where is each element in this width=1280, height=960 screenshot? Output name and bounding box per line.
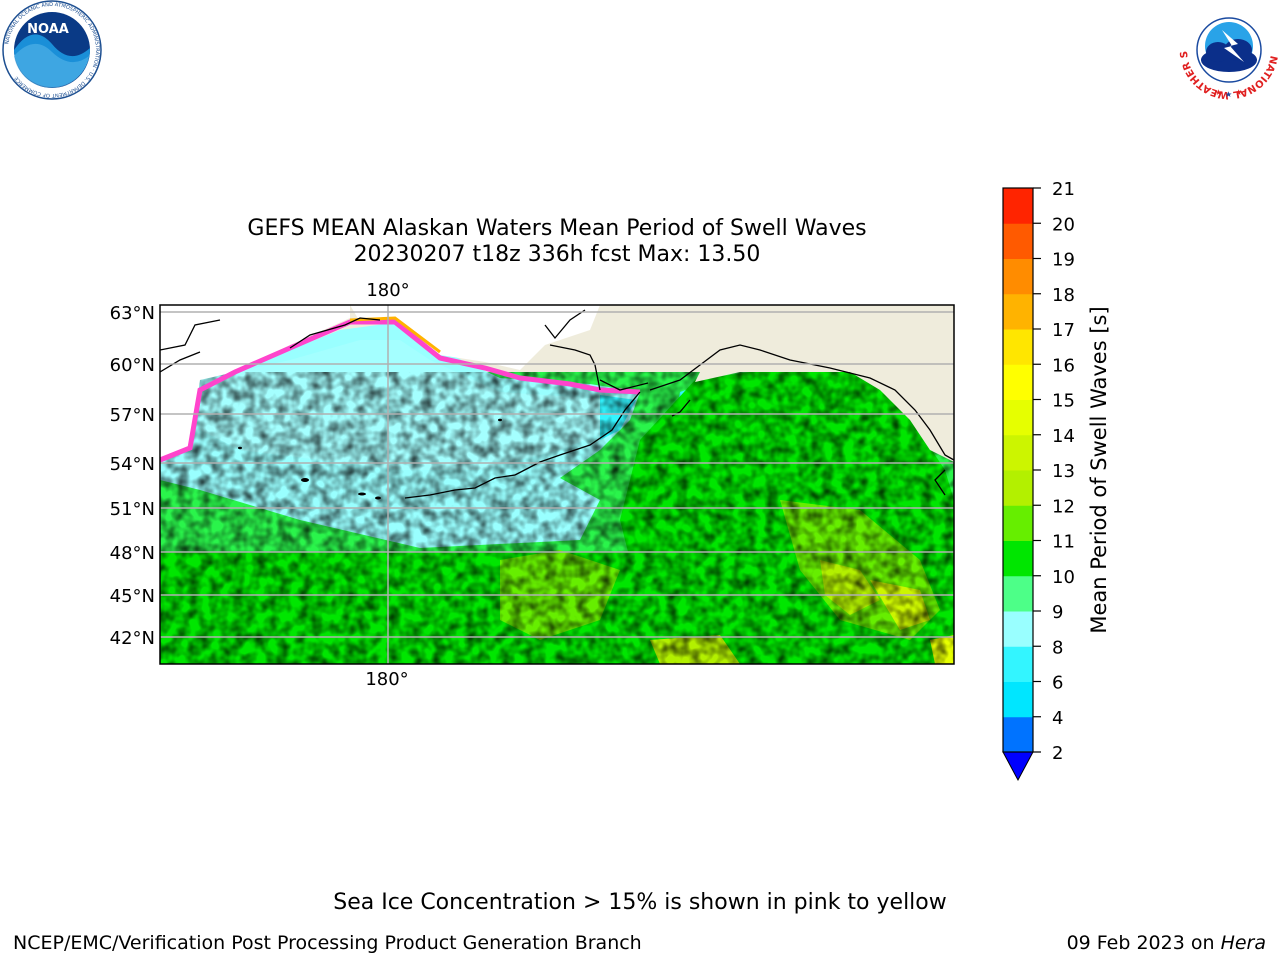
colorbar-cell (1003, 434, 1033, 471)
aleutian-islands (238, 418, 502, 500)
lat-label-45n: 45°N (110, 586, 155, 607)
colorbar-ticks: 2 4 6 8 9 10 11 12 13 14 15 16 17 18 19 20 21 (1033, 180, 1075, 764)
colorbar-tick-label: 6 (1052, 673, 1063, 694)
colorbar-cell (1003, 188, 1033, 224)
alaska-land (600, 305, 954, 375)
colorbar-cell (1003, 646, 1033, 682)
chart-title-line-2: 20230207 t18z 336h fcst Max: 13.50 (353, 242, 761, 267)
lon-label-bottom: 180° (365, 669, 408, 690)
colorbar: 2 4 6 8 9 10 11 12 13 14 15 16 17 18 19 20 21 Mean Perio… (1002, 180, 1111, 782)
colorbar-cells (1003, 188, 1033, 753)
sea-ice-edge (160, 319, 641, 463)
map-frame (159, 304, 955, 665)
colorbar-cell (1003, 681, 1033, 718)
lon-label-top: 180° (366, 280, 409, 301)
lat-label-42n: 42°N (110, 628, 155, 649)
colorbar-cell (1003, 293, 1033, 330)
colorbar-cell (1003, 716, 1033, 753)
footer-date: 09 Feb 2023 on Hera (1067, 932, 1266, 954)
colorbar-cell (1003, 470, 1033, 506)
colorbar-cell (1003, 364, 1033, 400)
colorbar-tick-label: 16 (1052, 355, 1075, 376)
lat-label-63n: 63°N (110, 303, 155, 324)
colorbar-cell (1003, 575, 1033, 612)
svg-text:★: ★ (1215, 88, 1222, 97)
colorbar-cell (1003, 223, 1033, 259)
colorbar-tick-label: 21 (1052, 180, 1075, 200)
graticule (160, 305, 954, 664)
colorbar-tick-label: 15 (1052, 391, 1075, 412)
colorbar-cell (1003, 505, 1033, 541)
colorbar-tick-label: 17 (1052, 320, 1075, 341)
colorbar-tick-label: 19 (1052, 250, 1075, 271)
lat-label-51n: 51°N (110, 499, 155, 520)
colorbar-tick-label: 13 (1052, 461, 1075, 482)
footer-branch: NCEP/EMC/Verification Post Processing Pr… (13, 932, 642, 954)
colorbar-tick-label: 14 (1052, 426, 1075, 447)
footer-machine: Hera (1220, 932, 1266, 954)
sea-ice-area (350, 305, 600, 370)
svg-text:★: ★ (1225, 90, 1232, 99)
colorbar-cell (1003, 540, 1033, 577)
colorbar-cell (1003, 611, 1033, 647)
colorbar-under-triangle (1002, 751, 1034, 782)
colorbar-tick-label: 8 (1052, 637, 1063, 658)
colorbar-tick-label: 18 (1052, 285, 1075, 306)
colorbar-label: Mean Period of Swell Waves [s] (1087, 306, 1111, 633)
colorbar-tick-label: 12 (1052, 496, 1075, 517)
colorbar-tick-label: 10 (1052, 567, 1075, 588)
noaa-wordmark: NOAA (27, 22, 69, 37)
lat-label-48n: 48°N (110, 543, 155, 564)
colorbar-tick-label: 20 (1052, 214, 1075, 235)
sea-ice-note: Sea Ice Concentration > 15% is shown in … (333, 890, 947, 915)
colorbar-tick-label: 4 (1052, 708, 1063, 729)
lat-label-54n: 54°N (110, 454, 155, 475)
footer-date-text: 09 Feb 2023 on (1066, 932, 1221, 954)
noaa-logo: NATIONAL OCEANIC AND ATMOSPHERIC ADMINIS… (2, 0, 102, 100)
lat-label-57n: 57°N (110, 405, 155, 426)
colorbar-cell (1003, 399, 1033, 436)
colorbar-cell (1003, 329, 1033, 365)
colorbar-cell (1003, 258, 1033, 295)
nws-logo: NATIONAL WEATHER SERVICE ★ ★ ★ (1178, 0, 1279, 100)
map-field (160, 305, 954, 664)
svg-text:★: ★ (1235, 88, 1242, 97)
lat-label-60n: 60°N (110, 355, 155, 376)
colorbar-tick-label: 11 (1052, 532, 1075, 553)
map: 63°N 60°N 57°N 54°N 51°N 48°N 45°N 42°N … (110, 280, 955, 690)
colorbar-tick-label: 2 (1052, 743, 1063, 764)
colorbar-tick-label: 9 (1052, 602, 1063, 623)
chart-title-line-1: GEFS MEAN Alaskan Waters Mean Period of … (247, 216, 867, 241)
